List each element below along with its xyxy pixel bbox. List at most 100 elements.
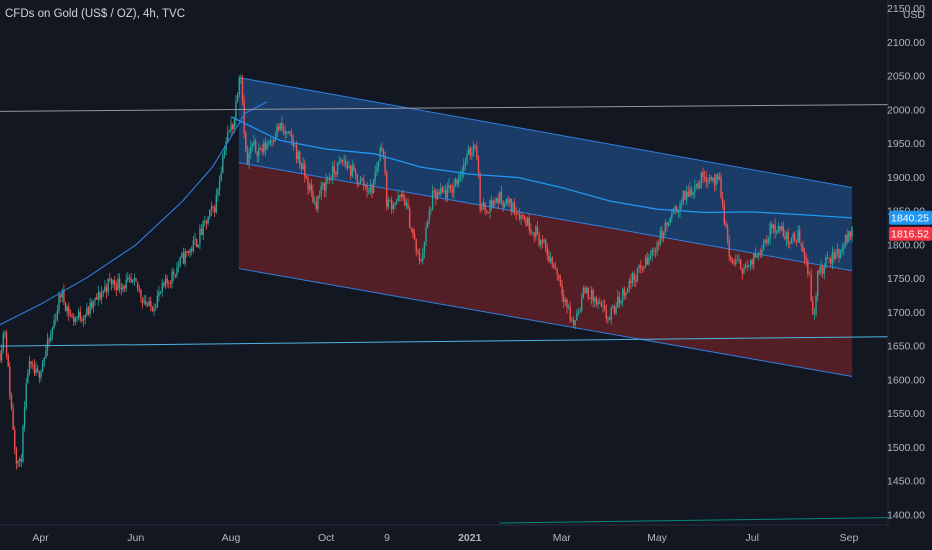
candle-body — [779, 226, 781, 231]
candle-body — [48, 339, 50, 341]
candle-body — [248, 153, 250, 164]
price-tag-box — [889, 226, 932, 241]
candle-body — [336, 162, 339, 175]
candle-body — [705, 177, 707, 183]
candle-body — [404, 197, 406, 206]
moving-average-line — [230, 116, 853, 219]
candle-body — [181, 253, 183, 257]
candle-body — [756, 255, 758, 258]
candle-body — [825, 257, 827, 268]
time-tick-label: Sep — [840, 532, 859, 544]
candle-body — [189, 248, 191, 254]
candle-body — [169, 283, 172, 285]
candle-body — [100, 293, 103, 299]
candle-body — [164, 278, 167, 286]
candle-body — [99, 292, 101, 299]
candle-body — [331, 166, 334, 180]
candle-body — [354, 171, 357, 175]
candle-body — [328, 177, 331, 180]
candle-body — [684, 190, 686, 200]
price-axis[interactable]: 2150.00 2100.00 2050.00 2000.00 1950.00 1900.… — [887, 3, 925, 521]
candle-body — [803, 252, 806, 259]
candle-body — [53, 320, 55, 329]
candle-body — [309, 184, 311, 190]
time-tick-label: Mar — [553, 532, 572, 544]
candle-body — [826, 257, 829, 258]
candle-body — [492, 200, 494, 207]
candle-body — [320, 185, 322, 196]
time-axis[interactable]: Apr Jun Aug Oct 9 2021 Mar May Jul Sep — [32, 532, 858, 544]
candle-body — [620, 301, 622, 304]
symbol-title: CFDs on Gold (US$ / OZ), 4h, TVC — [5, 8, 186, 20]
candle-body — [140, 289, 142, 298]
drawing-lines[interactable] — [0, 101, 889, 524]
candle-body — [276, 126, 278, 138]
time-tick-label: Jul — [746, 532, 759, 544]
candle-body — [512, 202, 514, 212]
candle-body — [746, 266, 748, 267]
candle-body — [561, 285, 563, 296]
candle-body — [217, 189, 219, 195]
candle-body — [843, 245, 845, 250]
candle-body — [699, 182, 701, 189]
candle-body — [235, 100, 237, 121]
candle-body — [494, 200, 496, 203]
candle-body — [546, 248, 549, 256]
regression-channel[interactable] — [238, 77, 853, 378]
candle-body — [785, 232, 788, 240]
candle-body — [574, 320, 576, 326]
candle-body — [209, 209, 211, 217]
candle-body — [91, 302, 93, 308]
candle-body — [776, 232, 778, 233]
candlestick-series[interactable] — [0, 74, 853, 470]
candle-body — [572, 320, 575, 326]
candle-body — [764, 239, 766, 244]
candle-body — [772, 224, 775, 229]
candle-body — [813, 314, 816, 315]
candle-body — [384, 156, 386, 173]
candle-body — [548, 255, 550, 262]
candle-body — [528, 217, 530, 230]
candle-body — [128, 277, 131, 279]
candle-body — [23, 407, 26, 427]
candle-body — [0, 350, 3, 361]
candle-body — [277, 126, 280, 130]
candle-body — [754, 253, 757, 258]
candle-body — [371, 184, 373, 194]
candle-body — [759, 253, 762, 255]
candle-body — [230, 124, 232, 132]
candle-body — [95, 297, 98, 300]
candle-body — [366, 185, 368, 192]
price-tick-label: 1500.00 — [887, 442, 925, 454]
candle-body — [199, 228, 201, 245]
candle-body — [225, 141, 227, 151]
candle-body — [748, 266, 750, 267]
candle-body — [466, 153, 468, 163]
candle-body — [317, 196, 319, 210]
candle-body — [800, 242, 803, 246]
candle-body — [463, 165, 465, 172]
candle-body — [774, 224, 776, 233]
candle-body — [471, 152, 473, 156]
candle-body — [605, 309, 608, 319]
candle-body — [364, 185, 367, 187]
candle-body — [848, 231, 850, 242]
candle-body — [479, 173, 481, 210]
candle-body — [246, 151, 249, 164]
candle-body — [22, 426, 24, 462]
candle-body — [607, 318, 609, 319]
candle-body — [816, 270, 819, 297]
candle-body — [518, 214, 521, 219]
candle-body — [263, 142, 265, 153]
candle-body — [584, 287, 586, 294]
candle-body — [349, 166, 352, 176]
candle-body — [359, 178, 362, 184]
candle-body — [780, 226, 783, 231]
candle-body — [603, 305, 606, 310]
candle-body — [87, 307, 90, 315]
channel-lower-line — [238, 268, 853, 378]
price-axis-panel[interactable] — [888, 0, 932, 525]
candle-body — [787, 232, 789, 244]
candle-body — [613, 306, 616, 314]
